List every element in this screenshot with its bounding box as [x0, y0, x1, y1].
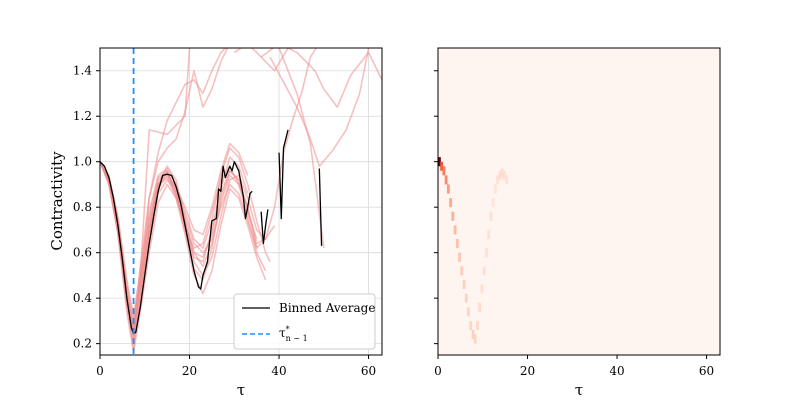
series-line-6 [100, 161, 267, 354]
heatmap-cell-23 [487, 229, 491, 240]
heatmap-cell-17 [473, 334, 477, 344]
series-line-5 [100, 147, 271, 318]
heatmap-cell-18 [476, 320, 479, 330]
series-line-16 [269, 48, 370, 168]
binned-average-group [100, 129, 323, 335]
heatmap-cell-28 [498, 170, 502, 180]
left-y-tick-label: 1.4 [73, 64, 92, 78]
left-y-tick-label: 0.2 [73, 337, 92, 351]
heatmap-cells [438, 157, 508, 344]
left-y-axis-title: Contractivity [48, 151, 66, 251]
left-y-tick-label: 0.6 [73, 246, 92, 260]
heatmap-cell-27 [496, 175, 500, 185]
left-y-tick-label: 0.8 [73, 200, 92, 214]
right-plot-frame [437, 47, 721, 356]
left-y-ticks: 0.2 0.4 0.6 0.8 1.0 1.2 1.4 [73, 64, 100, 351]
heatmap-cell-24 [489, 211, 493, 221]
left-plot-frame [99, 47, 383, 356]
right-x-ticks: 0 20 40 60 [434, 355, 714, 378]
contractivity-line-panel: 0 20 40 60 0.2 0.4 0.6 0.8 1.0 1.2 1.4 τ Contract… [48, 47, 383, 399]
heatmap-cell-22 [485, 248, 488, 258]
left-x-tick-label: 0 [96, 364, 104, 378]
left-x-tick-label: 60 [361, 364, 376, 378]
heatmap-cell-4 [444, 175, 448, 185]
legend-average-label: Binned Average [279, 301, 375, 315]
right-x-tick-label: 60 [699, 364, 714, 378]
heatmap-panel: 0 20 40 60 τ [434, 47, 721, 399]
right-x-tick-label: 0 [434, 364, 442, 378]
right-x-tick-label: 20 [520, 364, 535, 378]
binned-average-segment-1 [100, 161, 253, 335]
heatmap-cell-21 [482, 266, 486, 276]
heatmap-cell-12 [462, 279, 466, 290]
heatmap-cell-11 [460, 266, 464, 276]
heatmap-cell-10 [458, 252, 461, 262]
series-line-17 [278, 48, 325, 249]
heatmap-cell-26 [493, 184, 497, 194]
right-y-ticks [434, 70, 438, 345]
left-y-tick-label: 1.2 [73, 109, 92, 123]
heatmap-cell-31 [505, 175, 508, 185]
binned-average-segment-2 [260, 209, 269, 245]
left-x-tick-label: 40 [271, 364, 286, 378]
left-x-axis-title: τ [237, 381, 245, 399]
heatmap-cell-15 [469, 320, 473, 330]
series-line-15 [260, 48, 382, 108]
heatmap-cell-5 [446, 184, 450, 194]
heatmap-cell-13 [464, 293, 468, 303]
heatmap-cell-19 [478, 302, 482, 312]
heatmap-cell-3 [442, 166, 446, 176]
heatmap-background [438, 48, 720, 355]
binned-average-segment-3 [278, 129, 289, 220]
heatmap-cell-7 [451, 211, 455, 221]
legend: Binned Average τ* n − 1 [233, 293, 376, 350]
heatmap-cell-14 [467, 307, 470, 317]
left-x-tick-label: 20 [182, 364, 197, 378]
right-x-tick-label: 40 [609, 364, 624, 378]
right-x-axis-title: τ [575, 381, 583, 399]
left-y-tick-label: 1.0 [73, 155, 92, 169]
heatmap-cell-29 [500, 168, 504, 178]
left-y-tick-label: 0.4 [73, 291, 92, 305]
left-x-ticks: 0 20 40 60 [96, 355, 376, 378]
heatmap-cell-1 [438, 157, 441, 167]
heatmap-cell-2 [440, 161, 444, 171]
heatmap-cell-20 [480, 284, 484, 294]
heatmap-cell-9 [455, 239, 459, 249]
heatmap-cell-6 [449, 198, 453, 208]
binned-average-segment-4 [318, 168, 323, 246]
heatmap-cell-25 [491, 198, 495, 208]
heatmap-cell-16 [471, 329, 475, 340]
heatmap-cell-8 [453, 225, 457, 235]
heatmap-cell-30 [502, 170, 506, 180]
